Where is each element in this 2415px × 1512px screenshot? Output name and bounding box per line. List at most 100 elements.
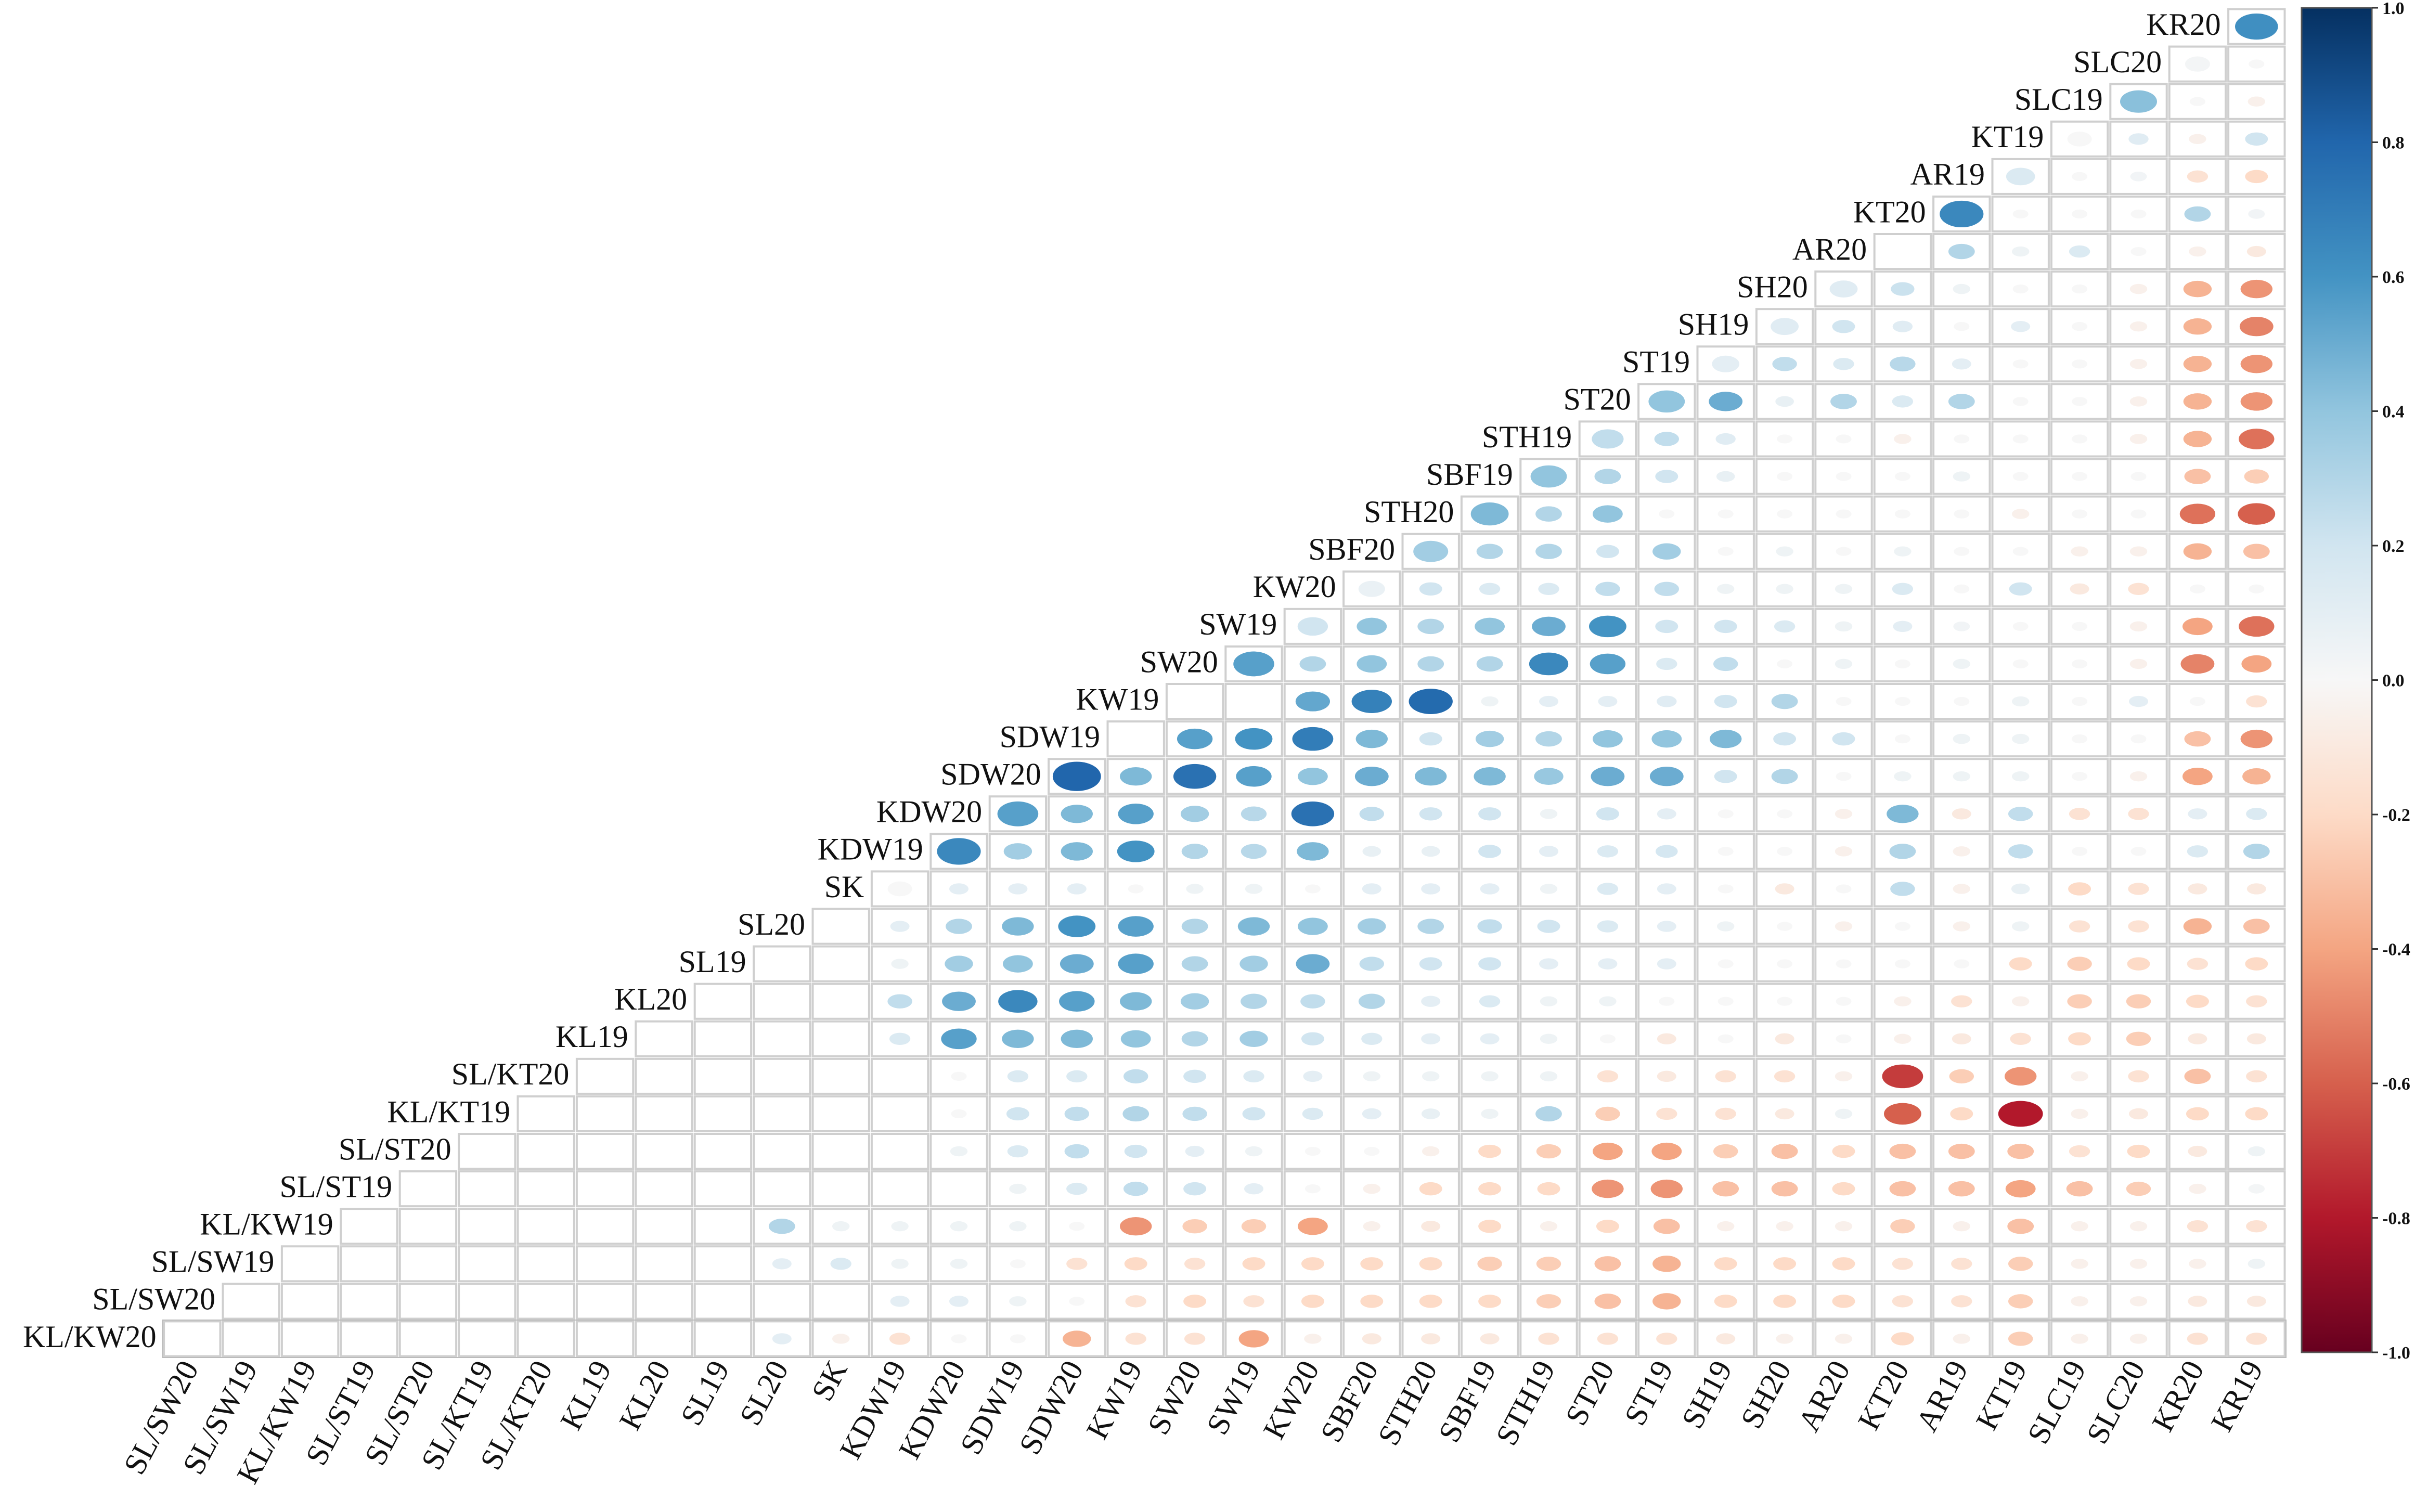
corr-ellipse-sbf20-sbf19 [1476,544,1503,559]
cell-frame [1991,495,2050,533]
corr-ellipse-sdw19-sw20 [1177,728,1213,749]
corr-ellipse-kdw20-sh19 [1717,809,1734,819]
corr-ellipse-sl-st20-kw20 [1305,1146,1321,1156]
corr-ellipse-kw20-slc20 [2128,583,2149,595]
corr-ellipse-st20-kt19 [2012,397,2029,406]
cell-frame [1696,1320,1755,1358]
cell-frame [1991,1283,2050,1320]
corr-ellipse-sl-sw19-sbf20 [1360,1257,1384,1271]
cell-frame [1165,1020,1224,1057]
corr-ellipse-sl-kt20-sbf19 [1481,1071,1499,1082]
corr-ellipse-sl-sw19-sw20 [1184,1258,1206,1270]
cell-frame [1283,1170,1342,1208]
corr-ellipse-sth19-st20 [1592,429,1624,449]
corr-ellipse-kdw20-st19 [1657,808,1676,820]
cell-frame [575,1133,635,1170]
cell-frame [1224,1320,1283,1358]
cell-frame [2168,420,2227,458]
cell-frame [1224,1133,1283,1170]
cell-frame [1578,870,1637,908]
corr-ellipse-kl-kt19-kr19 [2245,1107,2268,1121]
colorbar-gradient [2301,7,2373,1353]
corr-ellipse-st19-sh19 [1712,355,1739,372]
corr-ellipse-sw19-kr20 [2182,617,2213,636]
cell-frame [1696,645,1755,682]
corr-ellipse-kl19-slc20 [2126,1031,2151,1046]
cell-frame [1932,420,1991,458]
corr-ellipse-sth20-st20 [1593,505,1623,523]
corr-ellipse-kw20-kt19 [2009,582,2032,596]
corr-ellipse-sl19-kr19 [2245,957,2268,971]
corr-ellipse-sw19-sth19 [1532,616,1566,637]
corr-ellipse-sbf20-sh19 [1717,547,1734,556]
cell-frame [2227,795,2286,833]
corr-ellipse-kl-kw19-st19 [1653,1219,1680,1234]
cell-frame [870,1208,929,1245]
corr-ellipse-sl-sw20-kdw19 [890,1296,910,1307]
corr-ellipse-ar19-kr19 [2245,170,2268,184]
cell-frame [1342,645,1401,682]
cell-frame [1283,1133,1342,1170]
cell-frame [1224,1020,1283,1057]
cell-frame [2168,458,2227,495]
cell-frame [635,1320,693,1358]
cell-frame [2227,1320,2286,1358]
corr-ellipse-sbf19-sh19 [1716,471,1735,482]
cell-frame [340,1208,398,1245]
corr-ellipse-sl-kt20-kdw20 [951,1071,967,1081]
cell-frame [2227,158,2286,195]
cell-frame [1932,758,1991,795]
corr-ellipse-kdw19-sw19 [1241,844,1267,859]
cell-frame [1342,1208,1401,1245]
corr-ellipse-sbf20-kt20 [1894,546,1912,557]
cell-frame [693,1020,753,1057]
corr-ellipse-kl19-sth19 [1540,1033,1558,1044]
cell-frame [1814,1057,1873,1095]
corr-ellipse-sl-st20-kdw20 [950,1146,968,1157]
cell-frame [2227,758,2286,795]
cell-frame [2109,270,2168,308]
cell-frame [1165,1320,1224,1358]
corr-ellipse-sdw20-sbf20 [1354,767,1389,786]
corr-ellipse-st20-ar19 [1948,394,1975,409]
cell-frame [398,1320,458,1358]
corr-ellipse-kl20-kt20 [1894,996,1912,1006]
corr-ellipse-st19-kt19 [2012,359,2029,369]
corr-ellipse-slc20-kr19 [2249,59,2265,69]
cell-frame [1755,1320,1814,1358]
cell-frame [988,870,1048,908]
cell-frame [1519,1320,1578,1358]
cell-frame [988,1057,1048,1095]
cell-frame [1460,1320,1519,1358]
corr-ellipse-sw20-slc19 [2072,659,2088,669]
corr-ellipse-sbf20-ar20 [1836,547,1852,556]
cell-frame [1106,1283,1165,1320]
cell-frame [516,1095,575,1133]
cell-frame [1873,495,1932,533]
cell-frame [2168,608,2227,645]
corr-ellipse-sk-st20 [1597,883,1619,895]
corr-ellipse-sl-sw19-kr19 [2248,1259,2265,1269]
cell-frame [1873,1208,1932,1245]
corr-ellipse-kl-kt19-kt19 [1998,1101,2043,1127]
cell-frame [1578,1170,1637,1208]
colorbar-tick-label: 1.0 [2382,0,2405,18]
cell-frame [340,1283,398,1320]
cell-frame [1696,870,1755,908]
cell-frame [1932,1245,1991,1283]
corr-ellipse-sdw19-st19 [1651,730,1682,748]
cell-frame [1637,1057,1696,1095]
cell-frame [1106,833,1165,870]
corr-ellipse-sl20-sw20 [1181,919,1208,934]
cell-frame [1106,1245,1165,1283]
corr-ellipse-kl-kt19-sbf19 [1481,1108,1499,1119]
corr-ellipse-sh19-kr20 [2183,318,2212,335]
cell-frame [1755,1095,1814,1133]
cell-frame [1106,945,1165,983]
cell-frame [1696,1057,1755,1095]
column-label-sl19: SL19 [674,1355,736,1431]
colorbar-tick-label: -1.0 [2382,1343,2410,1363]
corr-ellipse-sl19-sth19 [1539,958,1558,970]
cell-frame [1165,1245,1224,1283]
cell-frame [870,908,929,945]
